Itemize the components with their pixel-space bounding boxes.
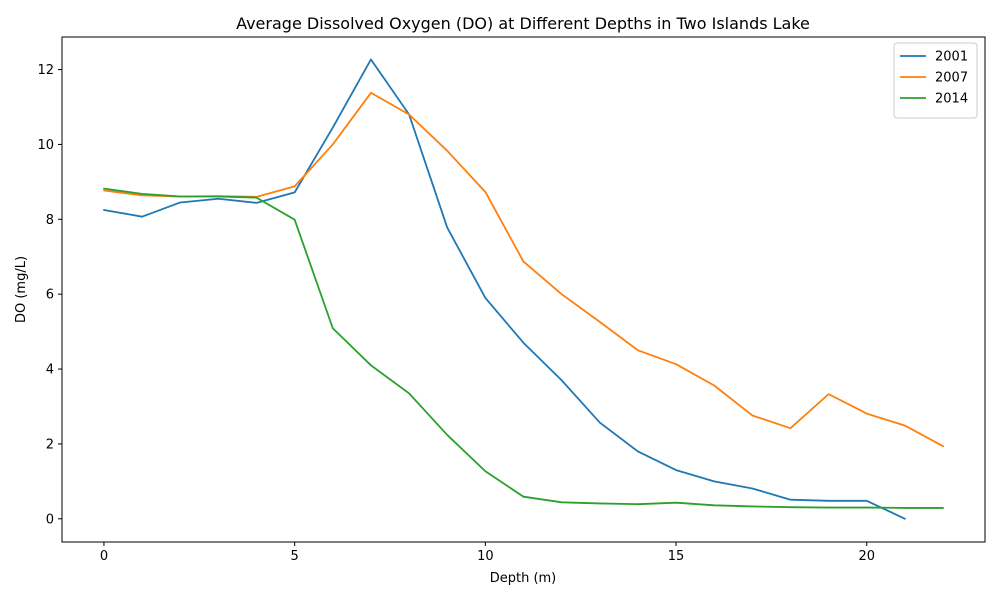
legend-label-2007: 2007 — [935, 71, 968, 86]
chart-title: Average Dissolved Oxygen (DO) at Differe… — [236, 14, 810, 33]
x-tick-label: 0 — [100, 549, 108, 564]
legend-label-2014: 2014 — [935, 92, 968, 107]
plot-area — [61, 36, 986, 543]
series-line-2007 — [103, 91, 944, 448]
y-tick-label: 8 — [46, 213, 54, 228]
y-tick-label: 4 — [46, 363, 54, 378]
y-tick-label: 2 — [46, 437, 54, 452]
x-tick-label: 15 — [668, 549, 685, 564]
x-tick-label: 10 — [477, 549, 494, 564]
y-tick-label: 10 — [37, 138, 54, 153]
axes-frame — [61, 36, 986, 543]
y-axis: 0 2 4 6 8 10 12 — [37, 63, 62, 527]
x-tick-label: 20 — [858, 549, 875, 564]
legend: 2001 2007 2014 — [893, 42, 978, 119]
legend-box — [893, 42, 978, 119]
series-line-2014 — [103, 187, 944, 509]
legend-label-2001: 2001 — [935, 50, 968, 65]
x-tick-label: 5 — [291, 549, 299, 564]
x-axis: 0 5 10 15 20 — [100, 542, 875, 564]
y-tick-label: 6 — [46, 288, 54, 303]
series-line-2001 — [103, 58, 906, 520]
y-tick-label: 0 — [46, 512, 54, 527]
y-axis-label: DO (mg/L) — [14, 256, 29, 323]
x-axis-label: Depth (m) — [490, 571, 557, 586]
y-tick-label: 12 — [37, 63, 54, 78]
series-layer — [103, 58, 944, 520]
